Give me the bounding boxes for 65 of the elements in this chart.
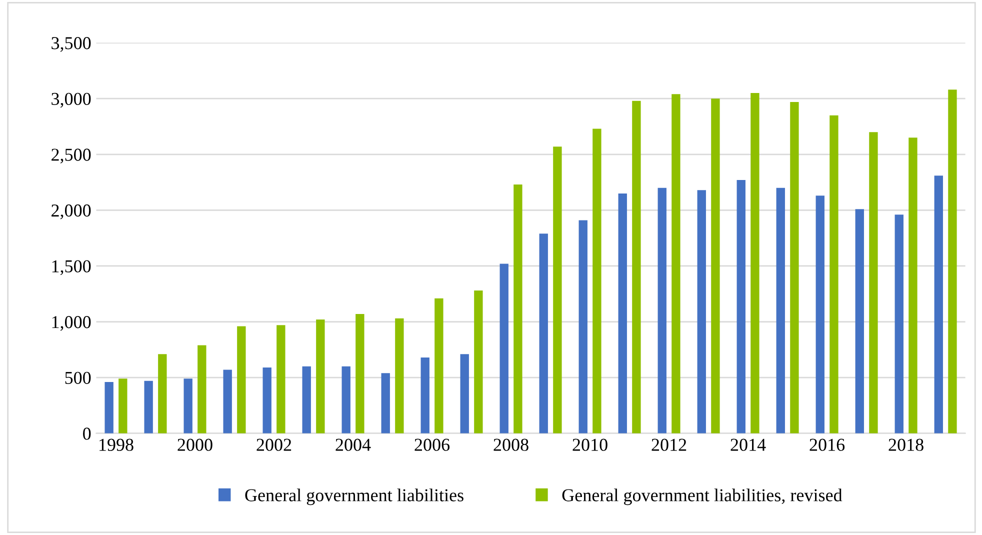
x-tick-label: 2000 [178,438,212,451]
x-tick-label: 2004 [336,438,371,451]
bar [578,220,588,434]
x-tick-label: 1998 [100,438,134,451]
bar [736,180,746,434]
bar [908,138,918,434]
bar [776,188,785,434]
x-tick-label: 2016 [810,438,845,451]
bar [855,209,864,434]
bar [830,115,838,434]
bar [658,188,666,434]
bar [302,366,311,434]
bar [632,100,641,434]
bar [934,176,943,434]
x-tick-label: 2006 [414,438,450,451]
bar [144,380,153,434]
bar [618,193,627,434]
bar [869,132,878,434]
bar [184,378,192,434]
x-tick-label: 2018 [888,438,924,451]
y-tick-label: 2,500 [52,148,91,164]
bar [514,184,522,434]
y-tick-label: 0 [83,428,91,440]
bar [158,354,167,434]
bar [790,102,799,434]
x-tick-label: 2010 [572,438,608,451]
bar [316,320,325,434]
bar [711,98,720,434]
y-tick-label: 3,000 [52,92,91,108]
legend-label: General government liabilities, revised [562,488,842,506]
bar [262,368,272,434]
y-tick-label: 3,500 [52,37,91,52]
y-tick-label: 2,000 [52,204,91,220]
bar [816,196,824,434]
bar [104,382,114,434]
bar [223,370,232,434]
bar [237,326,246,434]
bar [381,373,390,434]
bar [539,234,548,434]
bar [500,264,508,434]
bar [420,357,430,434]
bar [356,314,364,434]
y-tick-label: 500 [65,372,91,384]
bar [198,345,206,434]
bar [342,366,350,434]
bar [750,93,760,434]
bar [395,318,404,434]
bar [276,325,286,434]
bar [434,298,444,434]
bar [948,90,957,434]
bar [894,214,904,434]
x-tick-label: 2014 [730,438,766,451]
y-tick-label: 1,500 [52,260,91,276]
x-tick-label: 2012 [652,438,686,451]
bar [118,378,128,434]
bar [460,354,469,434]
bar [672,94,680,434]
x-tick-label: 2008 [494,438,528,451]
bar [697,190,706,434]
bar [474,290,483,434]
bar [592,128,602,434]
legend-label: General government liabilities [245,488,464,506]
y-tick-label: 1,000 [52,316,91,331]
x-tick-label: 2002 [256,438,292,451]
bar [553,146,562,434]
